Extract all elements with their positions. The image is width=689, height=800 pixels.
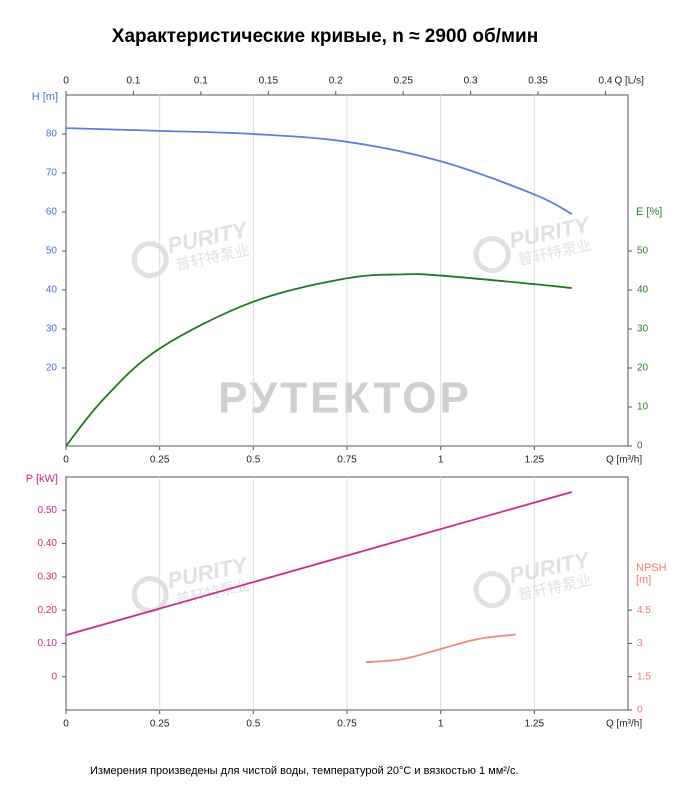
y-tick-label: 0.40: [38, 538, 58, 549]
y-tick-label: 0: [51, 671, 57, 682]
y-tick-label: 0.20: [38, 605, 58, 616]
x-tick-label: 1.25: [525, 455, 545, 466]
watermark-logo: [473, 236, 511, 274]
x2-tick-label: 0.4: [599, 76, 613, 87]
x-tick-label: 1: [438, 719, 444, 730]
y-axis-label: P [kW]: [26, 473, 58, 485]
x-tick-label: 0.25: [150, 719, 170, 730]
x-tick-label: 1.25: [525, 719, 545, 730]
x2-axis-label: Q [L/s]: [614, 76, 644, 87]
y2-tick-label: 50: [637, 246, 649, 257]
y2-axis-label: [m]: [636, 574, 651, 586]
title: Характеристические кривые, n ≈ 2900 об/м…: [112, 26, 538, 47]
y2-tick-label: 30: [637, 324, 649, 335]
curve: [65, 491, 573, 636]
x-axis-label: Q [m³/h]: [606, 719, 642, 730]
y-tick-label: 70: [46, 168, 58, 179]
y2-tick-label: 1.5: [637, 671, 651, 682]
x-tick-label: 0.25: [150, 455, 170, 466]
curve: [365, 633, 516, 664]
y-tick-label: 30: [46, 324, 58, 335]
y2-tick-label: 10: [637, 402, 649, 413]
y2-tick-label: 3: [637, 638, 643, 649]
y2-tick-label: 40: [637, 285, 649, 296]
x-tick-label: 0.5: [246, 455, 260, 466]
y-tick-label: 60: [46, 207, 58, 218]
x-tick-label: 0: [63, 719, 69, 730]
curve: [65, 127, 573, 215]
y-tick-label: 50: [46, 246, 58, 257]
x2-tick-label: 0.1: [194, 76, 208, 87]
x2-tick-label: 0.2: [329, 76, 343, 87]
y-axis-label: H [m]: [32, 91, 58, 103]
y2-tick-label: 0: [637, 441, 643, 452]
y-tick-label: 0.30: [38, 571, 58, 582]
x-tick-label: 0.5: [246, 719, 260, 730]
y2-tick-label: 4.5: [637, 605, 651, 616]
x2-tick-label: 0.15: [259, 76, 279, 87]
x-axis-label: Q [m³/h]: [606, 455, 642, 466]
watermark-logo: [473, 571, 511, 609]
y2-axis-label: E [%]: [636, 206, 662, 218]
x-tick-label: 0.75: [337, 719, 357, 730]
curve: [65, 273, 572, 447]
y2-tick-label: 0: [637, 705, 643, 716]
x-tick-label: 1: [438, 455, 444, 466]
y-tick-label: 40: [46, 285, 58, 296]
x2-tick-label: 0.1: [126, 76, 140, 87]
watermark-logo: [131, 241, 169, 279]
y-tick-label: 20: [46, 363, 58, 374]
x2-tick-label: 0: [63, 76, 69, 87]
y-tick-label: 80: [46, 129, 58, 140]
y2-axis-label: NPSH: [636, 562, 667, 574]
footnote: Измерения произведены для чистой воды, т…: [90, 765, 519, 777]
y-tick-label: 0.10: [38, 638, 58, 649]
x-tick-label: 0: [63, 455, 69, 466]
x-tick-label: 0.75: [337, 455, 357, 466]
x2-tick-label: 0.25: [393, 76, 413, 87]
y2-tick-label: 20: [637, 363, 649, 374]
y-tick-label: 0.50: [38, 505, 58, 516]
watermark-main: РУТЕКТОР: [218, 374, 472, 423]
x2-tick-label: 0.3: [464, 76, 478, 87]
x2-tick-label: 0.35: [528, 76, 548, 87]
